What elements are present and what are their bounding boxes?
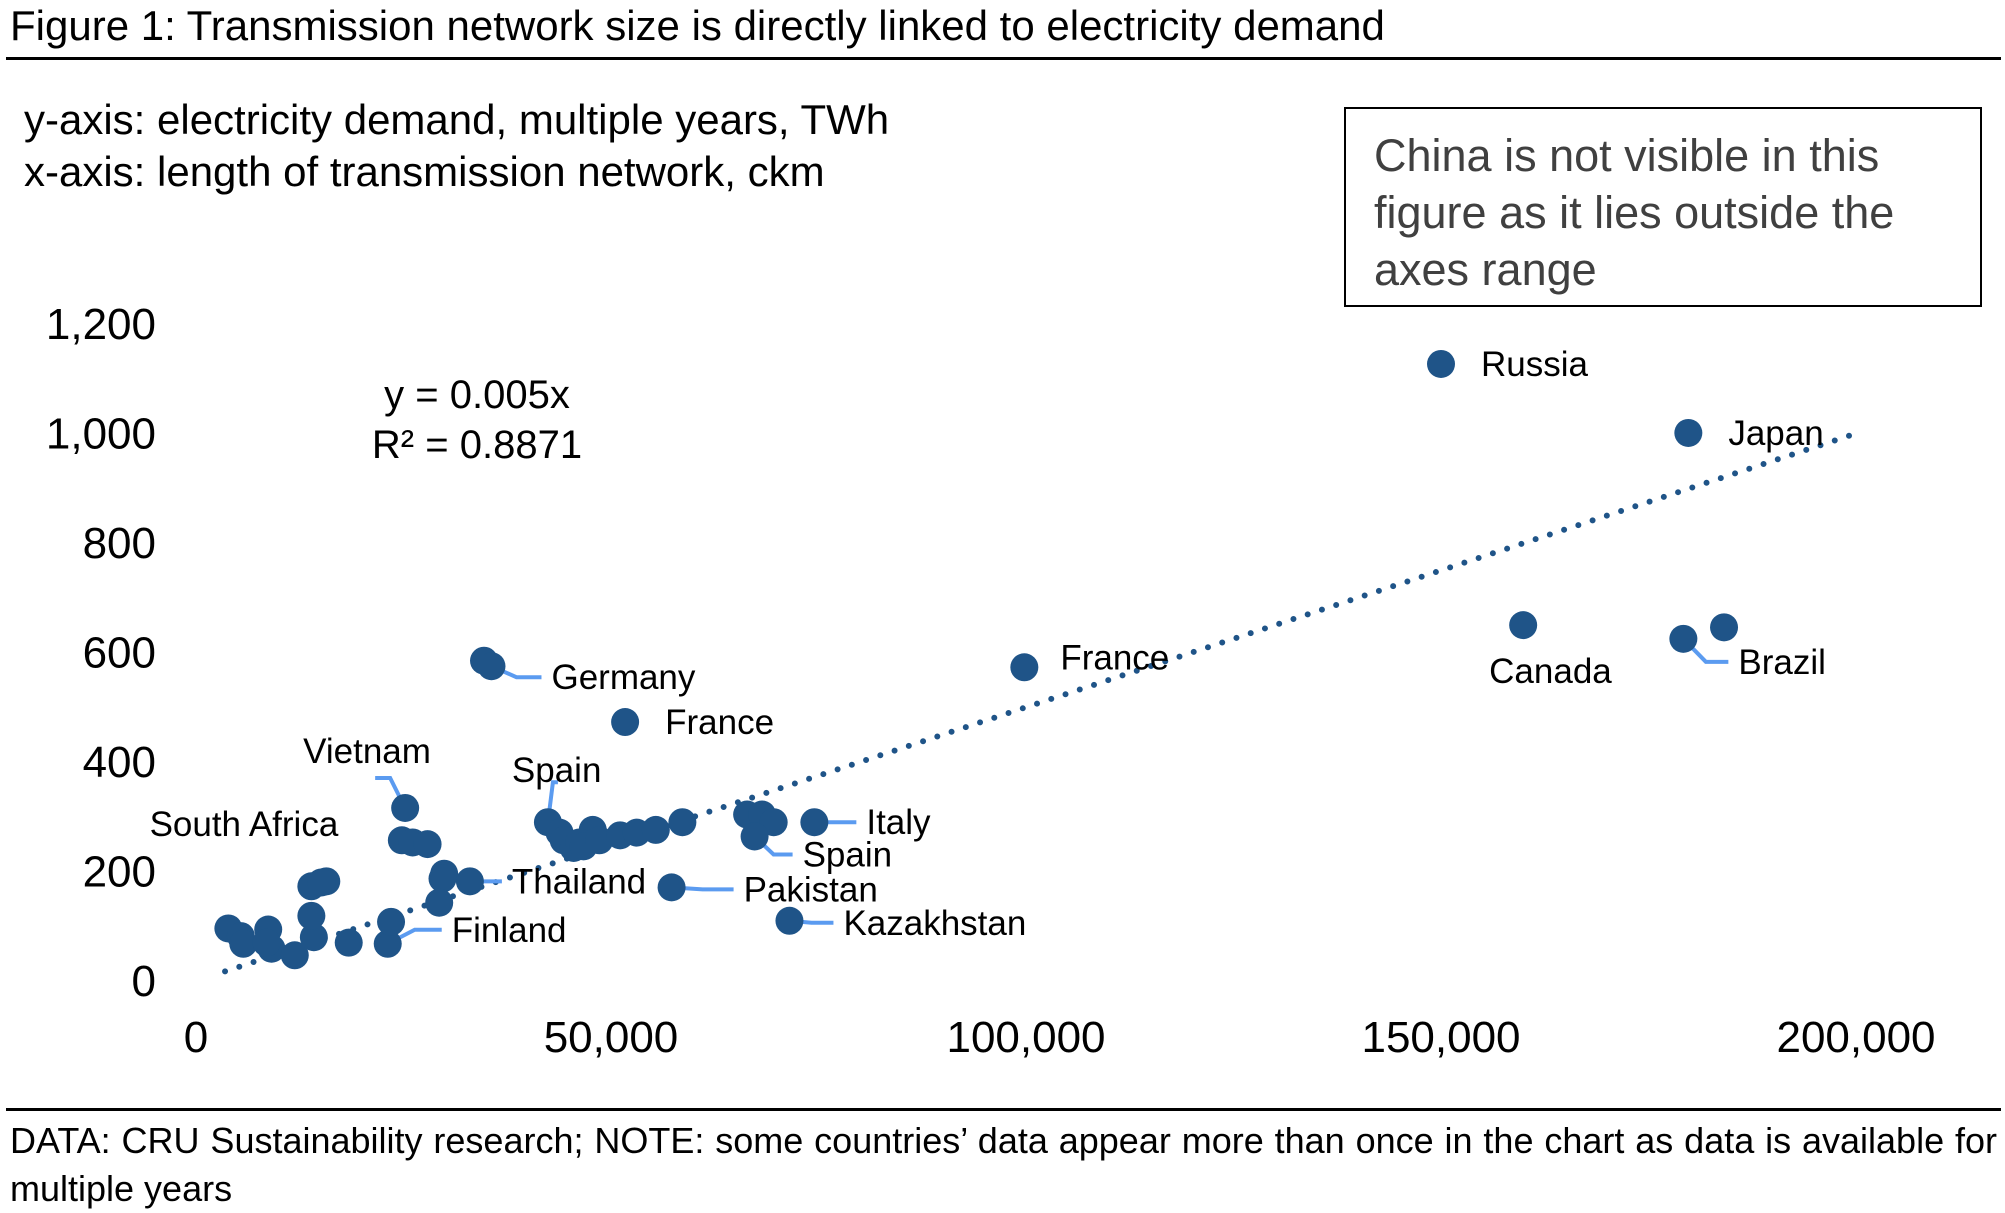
footer-note: DATA: CRU Sustainability research; NOTE:… bbox=[10, 1120, 1997, 1209]
y-tick-label: 200 bbox=[83, 848, 156, 897]
data-point bbox=[334, 928, 363, 957]
x-axis-ticks: 0 50,000 100,000 150,000 200,000 bbox=[184, 1013, 1936, 1062]
data-point bbox=[641, 815, 670, 844]
scatter-chart: 0 200 400 600 800 1,000 1,200 0 50,000 100,000 15… bbox=[46, 300, 1936, 1062]
data-point bbox=[373, 929, 402, 958]
data-point bbox=[428, 864, 457, 893]
point-label: Thailand bbox=[512, 862, 646, 901]
data-point bbox=[775, 906, 804, 935]
y-tick-label: 800 bbox=[83, 519, 156, 568]
y-tick-label: 400 bbox=[83, 738, 156, 787]
point-label: South Africa bbox=[150, 805, 339, 844]
point-labels: Russia Japan France Canada Brazil Germany Fran… bbox=[150, 345, 1826, 950]
point-label: Japan bbox=[1728, 414, 1823, 453]
data-point bbox=[280, 941, 309, 970]
data-point bbox=[800, 808, 829, 837]
figure-title: Figure 1: Transmission network size is d… bbox=[10, 2, 1385, 49]
y-tick-label: 0 bbox=[132, 957, 156, 1006]
data-point bbox=[299, 923, 328, 952]
data-point bbox=[1509, 611, 1538, 640]
data-point bbox=[425, 888, 454, 917]
y-tick-label: 1,000 bbox=[46, 410, 156, 459]
point-label: Pakistan bbox=[744, 870, 878, 909]
y-axis-note: y-axis: electricity demand, multiple yea… bbox=[24, 96, 890, 143]
data-point bbox=[740, 822, 769, 851]
china-callout-text: China is not visible in this figure as i… bbox=[1374, 130, 1895, 295]
point-label: Spain bbox=[803, 835, 893, 874]
point-label: Brazil bbox=[1738, 643, 1826, 682]
point-label: France bbox=[1060, 638, 1169, 677]
data-point bbox=[657, 873, 686, 902]
data-point bbox=[1427, 349, 1455, 378]
footer-divider bbox=[6, 1108, 2001, 1111]
data-point bbox=[229, 929, 258, 958]
data-point bbox=[1674, 418, 1703, 447]
data-point bbox=[391, 793, 420, 822]
point-label: France bbox=[665, 703, 774, 742]
y-axis-ticks: 0 200 400 600 800 1,000 1,200 bbox=[46, 300, 156, 1006]
y-tick-label: 1,200 bbox=[46, 300, 156, 349]
data-point bbox=[413, 830, 442, 859]
data-point bbox=[668, 808, 697, 837]
trendline-r-squared: R² = 0.8871 bbox=[372, 423, 582, 467]
point-label: Canada bbox=[1489, 652, 1612, 691]
data-point bbox=[1010, 653, 1039, 682]
x-tick-label: 100,000 bbox=[946, 1013, 1105, 1062]
point-label: Spain bbox=[512, 751, 602, 790]
point-label: Kazakhstan bbox=[843, 904, 1026, 943]
data-points bbox=[214, 349, 1739, 970]
y-tick-label: 600 bbox=[83, 629, 156, 678]
x-axis-note: x-axis: length of transmission network, … bbox=[24, 148, 825, 195]
point-label: Germany bbox=[551, 658, 695, 697]
trendline-equation: y = 0.005x bbox=[384, 373, 570, 417]
data-point bbox=[759, 808, 788, 837]
china-callout-box: China is not visible in this figure as i… bbox=[1344, 107, 1982, 307]
data-point bbox=[477, 652, 506, 681]
data-point bbox=[611, 708, 640, 737]
x-tick-label: 150,000 bbox=[1361, 1013, 1520, 1062]
point-label: Italy bbox=[866, 803, 931, 842]
data-point bbox=[1710, 613, 1739, 642]
x-tick-label: 0 bbox=[184, 1013, 208, 1062]
x-tick-label: 50,000 bbox=[544, 1013, 679, 1062]
data-point bbox=[297, 901, 326, 930]
data-point bbox=[455, 867, 484, 896]
point-label: Vietnam bbox=[303, 732, 431, 771]
point-label: Russia bbox=[1481, 345, 1589, 384]
data-point bbox=[307, 868, 336, 897]
title-divider bbox=[6, 57, 2001, 60]
data-point bbox=[377, 907, 406, 936]
data-point bbox=[252, 928, 281, 957]
x-tick-label: 200,000 bbox=[1776, 1013, 1935, 1062]
data-point bbox=[1669, 624, 1698, 653]
point-label: Finland bbox=[452, 911, 567, 950]
